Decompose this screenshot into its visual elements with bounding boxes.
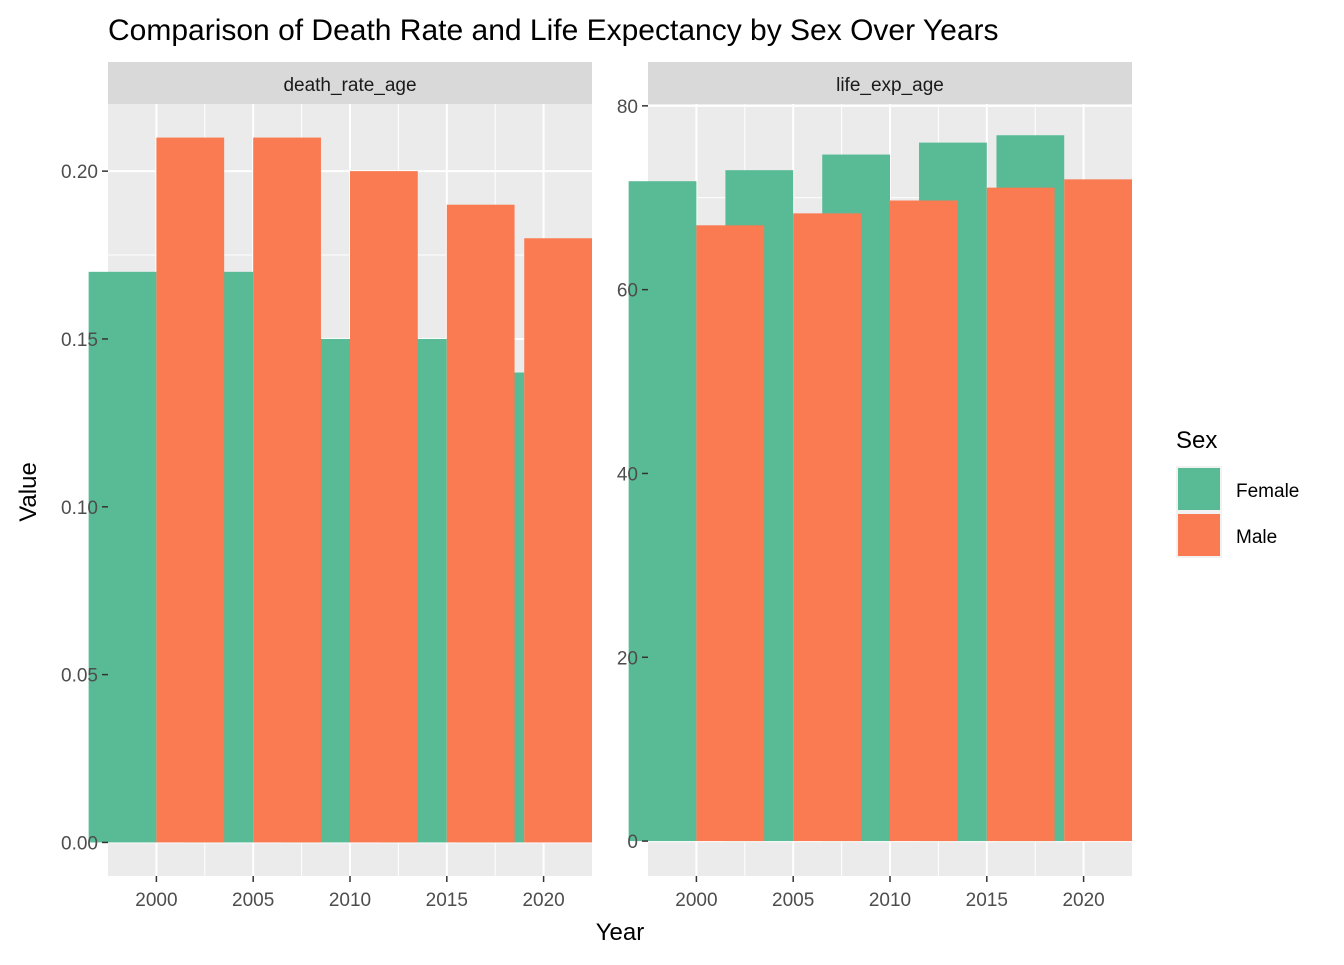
y-tick-label: 60 — [617, 281, 638, 302]
y-tick-label: 0.15 — [61, 330, 98, 351]
x-tick-label: 2005 — [772, 890, 814, 911]
x-tick-label: 2015 — [966, 890, 1008, 911]
facet-panels: death_rate_age 0.00 0.05 0.10 0.15 0.20 2000 20… — [61, 62, 1132, 911]
legend-key-female — [1178, 468, 1220, 510]
facet-strip-label: death_rate_age — [283, 75, 416, 96]
y-tick-label: 0.00 — [61, 833, 98, 854]
y-axis-label: Value — [15, 462, 42, 522]
bar-male-2015 — [986, 187, 1055, 842]
x-tick-label: 2005 — [232, 890, 274, 911]
facet-strip-label: life_exp_age — [836, 75, 944, 96]
y-tick-label: 0 — [627, 832, 638, 853]
x-tick-label: 2000 — [135, 890, 177, 911]
x-tick-label: 2020 — [1062, 890, 1104, 911]
x-tick-label: 2000 — [675, 890, 717, 911]
x-tick-label: 2010 — [329, 890, 371, 911]
legend-label-female: Female — [1236, 481, 1299, 502]
legend: Sex Female Male — [1176, 427, 1299, 558]
legend-label-male: Male — [1236, 527, 1277, 548]
bar-male-2000 — [696, 225, 765, 842]
bar-male-2020 — [524, 238, 592, 843]
y-tick-label: 0.10 — [61, 498, 98, 519]
y-tick-label: 0.05 — [61, 666, 98, 687]
facet-strip — [108, 62, 592, 104]
bar-male-2000 — [156, 137, 225, 843]
y-tick-label: 20 — [617, 648, 638, 669]
bar-male-2010 — [890, 200, 958, 842]
x-tick-label: 2010 — [869, 890, 911, 911]
bar-male-2010 — [350, 171, 418, 843]
x-tick-label: 2015 — [426, 890, 468, 911]
bar-male-2005 — [253, 137, 321, 843]
y-tick-label: 0.20 — [61, 162, 98, 183]
x-tick-label: 2020 — [522, 890, 564, 911]
x-axis-label: Year — [596, 919, 645, 946]
bar-male-2005 — [793, 213, 861, 842]
legend-title: Sex — [1176, 427, 1217, 454]
legend-key-male — [1178, 514, 1220, 556]
bar-female-2000 — [88, 271, 157, 843]
chart-title: Comparison of Death Rate and Life Expect… — [108, 14, 999, 47]
facet-panel-life_exp_age: life_exp_age 0 20 40 60 80 2000 2005 2010 2015 202… — [617, 62, 1132, 911]
facet-panel-death_rate_age: death_rate_age 0.00 0.05 0.10 0.15 0.20 2000 20… — [61, 62, 592, 911]
bar-male-2020 — [1064, 179, 1132, 842]
facet-strip — [648, 62, 1132, 104]
y-tick-label: 40 — [617, 464, 638, 485]
bar-male-2015 — [446, 204, 515, 843]
bar-female-2000 — [628, 181, 697, 842]
y-tick-label: 80 — [617, 97, 638, 118]
